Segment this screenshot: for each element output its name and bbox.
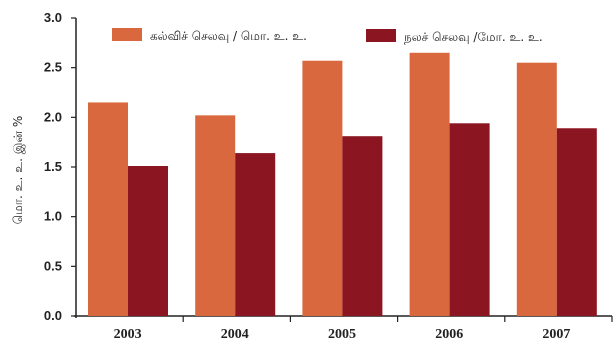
legend: கல்விச் செலவு / மொ. உ. உ. நலச் செலவு /மோ… [112,28,543,44]
x-tick-label: 2007 [542,327,570,342]
plot-area: 0.0 0.5 1.0 1.5 2.0 2.5 3.0 2003 2004 2005 2006 200… [44,10,613,342]
x-tick-label: 2005 [328,327,356,342]
bar-health-2007 [556,128,597,316]
legend-swatch-education [112,28,142,41]
bar-health-2004 [235,153,276,316]
x-tick-label: 2004 [221,327,249,342]
legend-label-health: நலச் செலவு /மோ. உ. உ. [404,30,543,44]
y-tick-label: 2.0 [44,109,62,124]
bar-health-2005 [342,136,383,316]
bar-education-2007 [516,62,557,317]
y-tick-label: 1.0 [44,209,62,224]
bar-education-2003 [88,102,128,316]
y-axis-label: மொ. உ. உ. இன் % [11,116,26,224]
y-tick-label: 3.0 [44,10,62,25]
bar-education-2004 [195,115,236,316]
bar-health-2003 [128,166,168,316]
y-tick-label: 2.5 [44,60,62,75]
x-tick-label: 2003 [114,327,142,342]
bar-education-2005 [302,60,343,316]
y-tick-label: 1.5 [44,159,62,174]
y-tick-label: 0.0 [44,308,62,323]
bar-education-2006 [409,52,450,317]
x-tick-label: 2006 [435,327,463,342]
legend-label-education: கல்விச் செலவு / மொ. உ. உ. [150,29,307,43]
y-tick-label: 0.5 [44,258,62,273]
legend-swatch-health [366,29,396,42]
bar-health-2006 [449,123,490,316]
